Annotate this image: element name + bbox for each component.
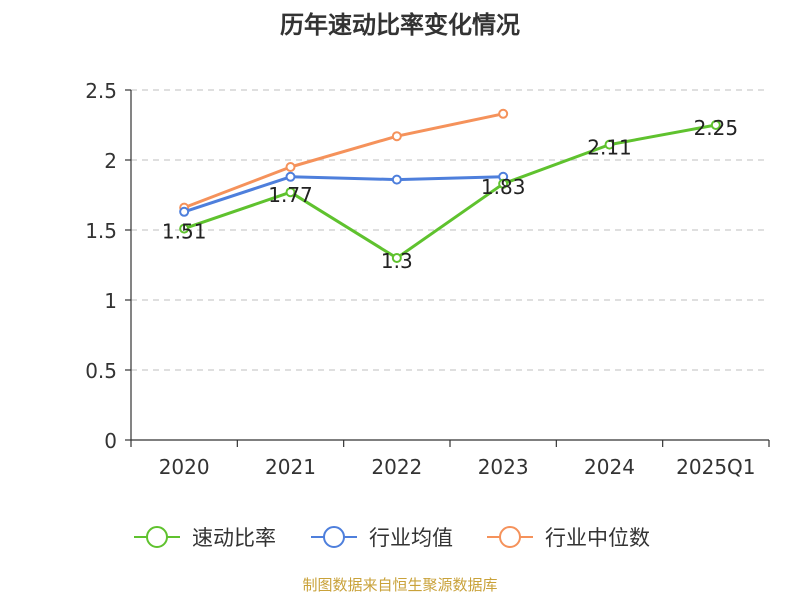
data-point [604,139,615,150]
data-point [179,223,190,234]
x-tick-label: 2021 [265,455,316,479]
series-line [182,112,505,210]
source-note: 制图数据来自恒生聚源数据库 [302,576,497,594]
y-tick-label: 1 [104,289,117,313]
y-tick-label: 0 [104,429,117,453]
data-point [710,120,721,130]
data-point [498,108,509,119]
data-point [285,187,296,198]
series-lines [179,108,721,263]
data-label: 2.25 [694,116,739,140]
data-point [391,131,402,142]
legend-label: 速动比率 [192,526,276,550]
data-point [391,174,402,185]
x-tick-label: 2024 [584,455,635,479]
legend-marker [499,526,521,548]
data-label: 1.51 [162,220,207,244]
x-tick-label: 2022 [371,455,422,479]
data-point [285,171,296,182]
x-tick-label: 2023 [478,455,529,479]
series-line [182,123,718,260]
legend: 速动比率 行业均值 行业中位数 [134,526,650,550]
data-labels: 1.51 1.77 1.3 1.83 2.11 2.25 [162,116,738,273]
y-tick-label: 0.5 [85,359,117,383]
y-tick-label: 1.5 [85,219,117,243]
data-point [391,253,402,263]
x-tick-label: 2020 [159,455,210,479]
legend-item: 行业中位数 [487,526,650,550]
data-point [179,206,190,217]
legend-item: 速动比率 [134,526,276,550]
data-label: 1.83 [481,175,526,199]
data-label: 1.3 [381,249,413,273]
legend-marker [146,526,168,548]
series-line [182,175,505,214]
legend-label: 行业中位数 [545,526,650,550]
data-point [285,162,296,172]
legend-item: 行业均值 [311,526,453,550]
y-tick-label: 2 [104,149,117,173]
legend-label: 行业均值 [369,526,453,550]
data-label: 2.11 [587,136,632,160]
grid-lines [131,89,769,371]
data-point [498,178,509,189]
axes: 0 0.5 1 1.5 2 2.5 2020 2021 2022 2023 2024 2025Q1 [85,79,770,479]
x-tick-label: 2025Q1 [676,455,755,479]
chart-title: 历年速动比率变化情况 [280,11,520,39]
legend-marker [323,526,345,548]
data-label: 1.77 [268,183,313,207]
y-tick-label: 2.5 [85,79,117,103]
